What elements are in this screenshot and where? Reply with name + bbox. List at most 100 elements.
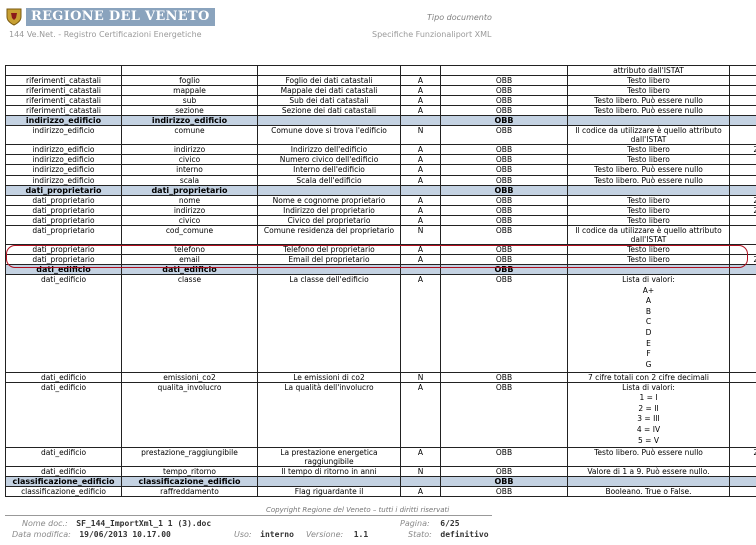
cell-length xyxy=(729,184,756,196)
cell-obligation: OBB xyxy=(440,85,568,97)
table-row: indirizzo_edificio indirizzo Indirizzo del… xyxy=(5,144,756,156)
cell-description: La classe dell'edificio xyxy=(257,273,401,373)
cell-length: 50 xyxy=(729,174,756,186)
cell-attribute: sub xyxy=(121,95,258,107)
table-row: riferimenti_catastali sezione Sezione dei … xyxy=(5,105,756,117)
cell-element: dati_proprietario xyxy=(5,204,122,216)
cell-attribute: classe xyxy=(121,273,258,373)
cell-obligation: OBB xyxy=(440,115,568,127)
cell-attribute: tempo_ritorno xyxy=(121,465,258,477)
cell-attribute: dati_edificio xyxy=(121,263,258,275)
cell-attribute: raffreddamento xyxy=(121,485,258,498)
cell-obligation: OBB xyxy=(440,253,568,265)
cell-type: A xyxy=(400,95,441,107)
cell-length: 20 xyxy=(729,243,756,255)
cell-obligation: OBB xyxy=(440,95,568,107)
stato-value: definitivo xyxy=(440,530,489,539)
project-title: 144 Ve.Net. - Registro Certificazioni En… xyxy=(9,30,202,39)
cell-description: Nome e cognome proprietario xyxy=(257,194,401,206)
uso-label: Uso: xyxy=(234,530,252,539)
versione-value: 1.1 xyxy=(353,530,369,539)
cell-description: Scala dell'edificio xyxy=(257,174,401,186)
table-row: riferimenti_catastali sub Sub dei dati cat… xyxy=(5,95,756,107)
cell-type: A xyxy=(400,105,441,117)
cell-attribute: civico xyxy=(121,154,258,166)
cell-description xyxy=(257,184,401,196)
cell-notes: Lista di valori: 1 = I 2 = II 3 = III 4 … xyxy=(567,381,730,448)
cell-length: 1 xyxy=(729,381,756,448)
cell-notes: Testo libero. Può essere nullo xyxy=(567,174,730,186)
cell-attribute: comune xyxy=(121,125,258,146)
cell-type xyxy=(400,475,441,487)
cell-notes: Testo libero xyxy=(567,243,730,255)
cell-obligation: OBB xyxy=(440,164,568,176)
cell-length: 1 xyxy=(729,465,756,477)
cell-element: indirizzo_edificio xyxy=(5,144,122,156)
cell-element: dati_edificio xyxy=(5,381,122,448)
cell-element: indirizzo_edificio xyxy=(5,154,122,166)
cell-obligation xyxy=(440,64,568,77)
cell-length: 255 xyxy=(729,253,756,265)
cell-notes: Lista di valori: A+ A B C D E F G xyxy=(567,273,730,373)
cell-attribute: sezione xyxy=(121,105,258,117)
cell-description: Comune dove si trova l'edificio xyxy=(257,125,401,146)
table-row: classificazione_edificio raffreddamento Fl… xyxy=(5,485,756,498)
cell-length: 50 xyxy=(729,214,756,226)
cell-element: riferimenti_catastali xyxy=(5,105,122,117)
regione-veneto-logo: REGIONE DEL VENETO xyxy=(5,8,215,26)
cell-type: N xyxy=(400,224,441,245)
cell-description: Interno dell'edificio xyxy=(257,164,401,176)
spec-title: Specifiche Funzionaliport XML xyxy=(372,30,492,39)
cell-obligation: OBB xyxy=(440,381,568,448)
cell-obligation: OBB xyxy=(440,75,568,87)
footer-nome-doc: Nome doc.: SF_144_ImportXml_1 1 (3).doc xyxy=(22,519,211,528)
logo-text: REGIONE DEL VENETO xyxy=(26,8,215,26)
cell-notes: Testo libero xyxy=(567,214,730,226)
table-row: dati_proprietario email Email del propriet… xyxy=(5,253,756,265)
table-row: indirizzo_edificio comune Comune dove si t… xyxy=(5,125,756,146)
cell-length: 50 xyxy=(729,95,756,107)
cell-description: Comune residenza del proprietario xyxy=(257,224,401,245)
cell-type: N xyxy=(400,371,441,383)
cell-length: 5 xyxy=(729,485,756,498)
table-row: indirizzo_edificio interno Interno dell'ed… xyxy=(5,164,756,176)
cell-element: dati_proprietario xyxy=(5,224,122,245)
cell-type: A xyxy=(400,446,441,467)
cell-obligation: OBB xyxy=(440,144,568,156)
cell-description: Flag riguardante il xyxy=(257,485,401,498)
cell-element: classificazione_edificio xyxy=(5,475,122,487)
cell-type: A xyxy=(400,154,441,166)
cell-obligation: OBB xyxy=(440,214,568,226)
cell-type: A xyxy=(400,243,441,255)
cell-obligation: OBB xyxy=(440,485,568,498)
cell-notes xyxy=(567,184,730,196)
cell-element: indirizzo_edificio xyxy=(5,125,122,146)
cell-element: dati_edificio xyxy=(5,273,122,373)
cell-length: 50 xyxy=(729,105,756,117)
table-row: dati_proprietario dati_proprietario OBB xyxy=(5,184,756,196)
table-row: dati_proprietario indirizzo Indirizzo del … xyxy=(5,204,756,216)
cell-type: A xyxy=(400,253,441,265)
cell-notes: Il codice da utilizzare è quello attribu… xyxy=(567,224,730,245)
cell-description: Indirizzo dell'edificio xyxy=(257,144,401,156)
cell-type: A xyxy=(400,174,441,186)
cell-notes: Booleano. True o False. xyxy=(567,485,730,498)
cell-notes: Testo libero. Può essere nullo xyxy=(567,95,730,107)
data-modifica-value: 19/06/2013 10.17.00 xyxy=(79,530,171,539)
cell-length: 2 xyxy=(729,273,756,373)
table-row: dati_edificio classe La classe dell'edific… xyxy=(5,273,756,373)
table-row: riferimenti_catastali foglio Foglio dei da… xyxy=(5,75,756,87)
cell-element xyxy=(5,64,122,77)
cell-attribute: qualita_involucro xyxy=(121,381,258,448)
cell-element: dati_edificio xyxy=(5,446,122,467)
footer-uso: Uso: interno xyxy=(234,530,294,539)
cell-description: La qualità dell'involucro xyxy=(257,381,401,448)
table-row: dati_edificio emissioni_co2 Le emissioni d… xyxy=(5,371,756,383)
cell-element: classificazione_edificio xyxy=(5,485,122,498)
table-row: dati_proprietario nome Nome e cognome prop… xyxy=(5,194,756,206)
cell-attribute: civico xyxy=(121,214,258,226)
cell-description: Mappale dei dati catastali xyxy=(257,85,401,97)
cell-obligation: OBB xyxy=(440,465,568,477)
cell-element: riferimenti_catastali xyxy=(5,75,122,87)
table-row: indirizzo_edificio scala Scala dell'edific… xyxy=(5,174,756,186)
